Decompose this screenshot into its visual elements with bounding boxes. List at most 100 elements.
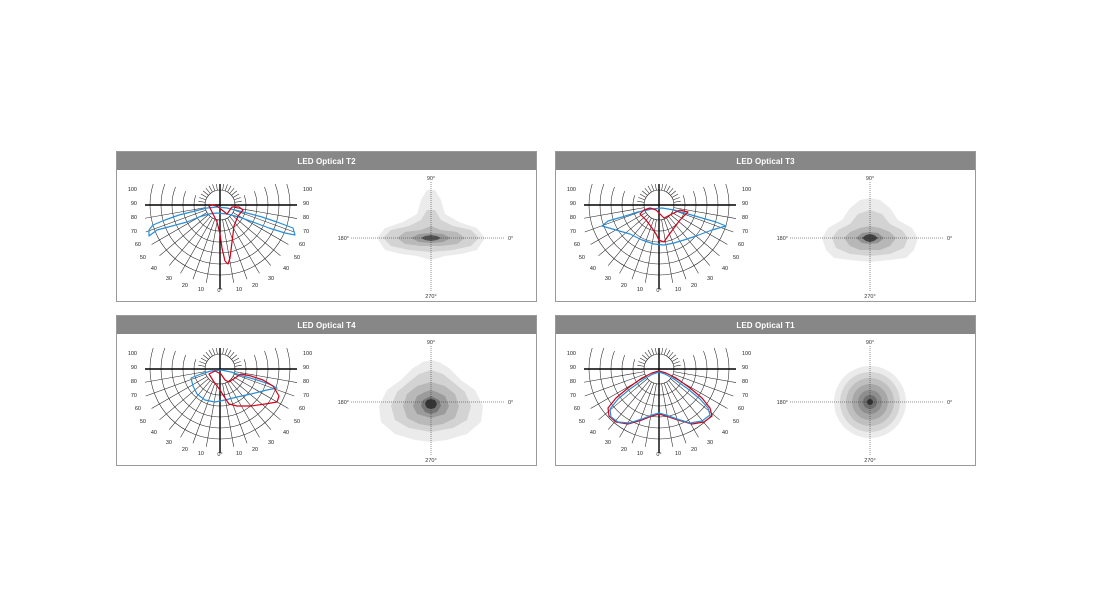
- blue-distribution-curve: [609, 371, 711, 424]
- grid-spoke: [216, 348, 218, 355]
- grid-spoke: [206, 383, 218, 447]
- grid-spoke: [639, 357, 647, 362]
- panel-title: LED Optical T3: [556, 152, 975, 170]
- polar-tick-label: 20: [182, 447, 188, 453]
- red-distribution-curve: [607, 370, 713, 425]
- polar-tick-label: 0°: [656, 452, 661, 458]
- polar-diagram: 100 90 80 70 60 50 40 30 20 10 0° 10 20 30 40 50 60 70 80 9…: [556, 334, 766, 465]
- polar-tick-label: 70: [570, 393, 576, 399]
- iso-angle-label-top: 90°: [866, 176, 874, 182]
- grid-spoke: [234, 361, 241, 365]
- polar-tick-label: 50: [294, 419, 300, 425]
- panel-t1: LED Optical T1 100 90 80 70 60 50 40 30 20 10 0° 10…: [555, 315, 976, 466]
- polar-tick-label: 30: [166, 276, 172, 282]
- polar-tick-label: 50: [140, 419, 146, 425]
- grid-spoke: [159, 214, 209, 256]
- polar-tick-label: 60: [299, 406, 305, 412]
- red-distribution-curve: [639, 207, 689, 243]
- polar-tick-label: 40: [590, 430, 596, 436]
- polar-tick-label: 100: [742, 351, 751, 357]
- polar-tick-label: 90: [742, 201, 748, 207]
- blue-distribution-curve: [190, 369, 278, 403]
- grid-spoke: [666, 217, 699, 274]
- polar-diagram: 100 90 80 70 60 50 40 30 20 10 0° 10 20 30 40 50 60 70 80 9…: [556, 170, 766, 301]
- polar-tick-label: 80: [742, 379, 748, 385]
- grid-spoke: [631, 383, 655, 444]
- grid-spoke: [224, 184, 228, 191]
- grid-spoke: [668, 187, 674, 194]
- grid-spoke: [234, 364, 242, 367]
- grid-spoke: [641, 354, 648, 360]
- polar-tick-label: 10: [675, 287, 681, 293]
- grid-spoke: [673, 209, 734, 233]
- polar-tick-label: 40: [283, 430, 289, 436]
- grid-spoke: [227, 217, 260, 274]
- polar-tick-label: 10: [675, 451, 681, 457]
- polar-tick-label: 60: [135, 406, 141, 412]
- grid-spoke: [673, 364, 681, 367]
- grid-spoke: [631, 219, 655, 280]
- polar-tick-label: 50: [733, 419, 739, 425]
- grid-spoke: [224, 219, 248, 280]
- panel-title: LED Optical T1: [556, 316, 975, 334]
- grid-spoke: [206, 219, 218, 283]
- polar-tick-label: 100: [303, 351, 312, 357]
- grid-spoke: [212, 184, 216, 191]
- grid-spoke: [232, 376, 289, 409]
- grid-spoke: [584, 373, 645, 397]
- grid-spoke: [145, 209, 206, 233]
- grid-spoke: [222, 348, 224, 355]
- grid-spoke: [651, 184, 655, 191]
- grid-spoke: [655, 184, 657, 191]
- red-distribution-curve: [208, 204, 244, 265]
- polar-tick-label: 90: [303, 201, 309, 207]
- grid-spoke: [666, 349, 671, 357]
- grid-spoke: [668, 216, 710, 266]
- panel-title: LED Optical T4: [117, 316, 536, 334]
- grid-spoke: [227, 381, 260, 438]
- polar-background: [556, 170, 766, 301]
- polar-tick-label: 20: [621, 283, 627, 289]
- grid-spoke: [169, 380, 211, 430]
- grid-spoke: [234, 197, 241, 201]
- grid-spoke: [231, 354, 238, 360]
- grid-spoke: [202, 354, 209, 360]
- grid-spoke: [673, 200, 681, 203]
- polar-tick-label: 70: [742, 393, 748, 399]
- grid-spoke: [234, 207, 297, 219]
- grid-spoke: [145, 373, 206, 397]
- grid-spoke: [199, 197, 206, 201]
- grid-spoke: [668, 380, 710, 430]
- grid-spoke: [590, 212, 647, 245]
- polar-tick-label: 80: [570, 379, 576, 385]
- iso-angle-label-right: 0°: [508, 236, 513, 242]
- polar-tick-label: 50: [140, 255, 146, 261]
- grid-spoke: [619, 217, 652, 274]
- iso-angle-label-left: 180°: [777, 236, 788, 242]
- polar-tick-label: 60: [574, 406, 580, 412]
- grid-spoke: [169, 216, 211, 266]
- grid-spoke: [584, 371, 645, 383]
- isolux-contour: [377, 190, 485, 260]
- grid-spoke: [638, 197, 645, 201]
- grid-spoke: [645, 219, 657, 283]
- polar-tick-label: 30: [166, 440, 172, 446]
- polar-tick-label: 100: [567, 187, 576, 193]
- grid-spoke: [608, 216, 650, 266]
- polar-tick-label: 70: [131, 393, 137, 399]
- polar-tick-label: 30: [605, 276, 611, 282]
- grid-spoke: [231, 214, 281, 256]
- polar-tick-label: 20: [252, 283, 258, 289]
- polar-tick-label: 30: [268, 440, 274, 446]
- polar-tick-label: 10: [198, 451, 204, 457]
- polar-tick-label: 60: [574, 242, 580, 248]
- grid-spoke: [199, 361, 206, 365]
- polar-tick-label: 70: [742, 229, 748, 235]
- grid-spoke: [637, 200, 645, 203]
- grid-spoke: [200, 357, 208, 362]
- grid-spoke: [673, 361, 680, 365]
- polar-tick-label: 80: [742, 215, 748, 221]
- polar-tick-label: 90: [570, 201, 576, 207]
- polar-tick-label: 60: [738, 242, 744, 248]
- grid-spoke: [192, 219, 216, 280]
